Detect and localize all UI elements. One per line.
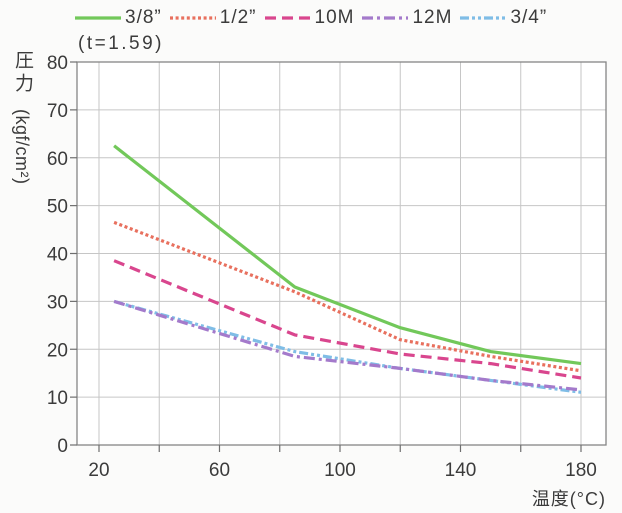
legend-label-3-4: 3/4”: [510, 7, 548, 28]
legend: 3/8” 1/2” 10M 12M 3/4”: [75, 7, 547, 29]
y-tick-label: 0: [57, 436, 68, 457]
y-tick-label: 50: [47, 197, 68, 218]
y-tick-label: 80: [47, 53, 68, 74]
y-tick-label: 60: [47, 149, 68, 170]
series-line-12m: [113, 299, 582, 392]
legend-item-3-8: 3/8”: [75, 7, 162, 29]
y-axis-label: 圧力: [12, 50, 33, 96]
y-tick-label: 30: [47, 292, 68, 313]
y-tick-label: 20: [47, 340, 68, 361]
x-tick-label: 180: [565, 460, 597, 481]
legend-swatch-3-4: [460, 16, 507, 20]
series-lines: [113, 144, 582, 394]
y-tick-label: 10: [47, 388, 68, 409]
tick-labels: 0 10 20 30 40 50 60 70 80 20 60 100 140 180: [47, 53, 597, 481]
x-tick-label: 140: [445, 460, 477, 481]
legend-item-12m: 12M: [362, 7, 452, 29]
y-tick-label: 70: [47, 101, 68, 122]
legend-swatch-3-8: [75, 16, 121, 20]
x-tick-label: 60: [209, 460, 230, 481]
gridlines: [77, 62, 606, 445]
legend-item-3-4: 3/4”: [460, 7, 547, 29]
y-tick-label: 40: [47, 245, 68, 266]
legend-swatch-10m: [264, 16, 311, 20]
tick-marks: [70, 61, 582, 452]
x-tick-label: 20: [88, 460, 109, 481]
legend-swatch-12m: [362, 16, 409, 20]
legend-item-1-2: 1/2”: [169, 7, 257, 29]
series-line-3-8: [113, 144, 582, 366]
legend-swatch-1-2: [169, 16, 216, 20]
legend-label-10m: 10M: [314, 7, 355, 28]
legend-label-1-2: 1/2”: [219, 7, 257, 28]
legend-label-12m: 12M: [412, 7, 453, 28]
legend-item-10m: 10M: [264, 7, 355, 29]
x-axis-label: 温度(°C): [531, 489, 606, 509]
chart-note: (t=1.59): [78, 33, 165, 54]
y-axis-unit: (kgf/cm²): [12, 109, 32, 185]
series-line-1-2: [113, 220, 582, 373]
legend-label-3-8: 3/8”: [125, 7, 162, 28]
x-tick-label: 100: [324, 460, 356, 481]
